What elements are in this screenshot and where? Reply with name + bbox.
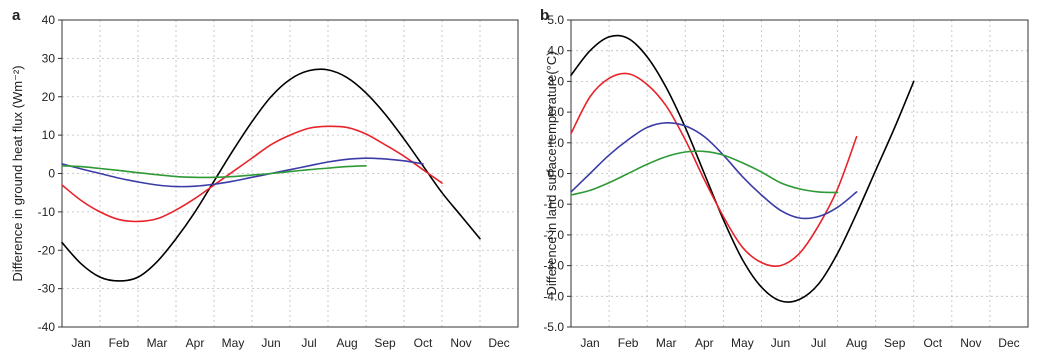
x-tick-label: Jul	[811, 336, 826, 350]
y-tick-label: 3.0	[547, 74, 564, 88]
series-line-1	[61, 68, 481, 282]
y-tick-label: 1.0	[547, 136, 564, 150]
x-tick-label: Dec	[488, 336, 509, 350]
y-tick-label: 5.0	[547, 13, 564, 27]
x-tick-label: Sep	[374, 336, 396, 350]
chart-panel-a: -40 -30 -20 -10 0 10 20 30 40 Jan Feb Mar Apr May Jun J…	[10, 7, 519, 350]
x-tick-label: May	[222, 336, 245, 350]
y-tick-label: -30	[38, 282, 56, 296]
x-tick-label: Nov	[960, 336, 981, 350]
y-tick-label: -40	[38, 320, 56, 334]
y-tick-label: -3.0	[543, 259, 564, 273]
x-tick-label: Jul	[301, 336, 316, 350]
y-tick-label: -4.0	[543, 289, 564, 303]
y-tick-label: 0.0	[547, 167, 564, 181]
panel-letter: a	[12, 7, 21, 24]
x-tick-label: Mar	[656, 336, 677, 350]
panel-letter: b	[540, 7, 549, 24]
series-line-4	[61, 165, 367, 179]
y-tick-label: 30	[42, 51, 56, 65]
y-tick-label: 0	[48, 167, 55, 181]
y-tick-label: -20	[38, 243, 56, 257]
x-tick-label: Oct	[923, 336, 942, 350]
y-tick-label: -1.0	[543, 197, 564, 211]
y-tick-label: 2.0	[547, 105, 564, 119]
series-line-1	[570, 34, 915, 303]
x-tick-label: May	[731, 336, 754, 350]
y-tick-label: 10	[42, 128, 56, 142]
series-line-3	[570, 122, 858, 220]
y-axis-label: Difference in land surface temperature(°…	[544, 51, 559, 295]
series-line-2	[61, 125, 443, 223]
y-tick-label: -2.0	[543, 228, 564, 242]
y-axis-label: Difference in ground heat flux (Wm⁻²)	[10, 65, 25, 281]
x-tick-label: Aug	[336, 336, 357, 350]
x-tick-label: Oct	[414, 336, 433, 350]
x-tick-label: Feb	[618, 336, 639, 350]
y-tick-label: -5.0	[543, 320, 564, 334]
series-line-2	[570, 72, 858, 267]
x-tick-label: Dec	[998, 336, 1019, 350]
x-tick-label: Apr	[186, 336, 205, 350]
x-tick-label: Aug	[846, 336, 867, 350]
x-tick-label: Mar	[147, 336, 168, 350]
series-line-3	[61, 157, 424, 188]
y-tick-label: 40	[42, 13, 56, 27]
y-tick-label: 20	[42, 90, 56, 104]
x-tick-label: Jun	[261, 336, 280, 350]
x-tick-label: Nov	[450, 336, 471, 350]
y-tick-label: -10	[38, 205, 56, 219]
x-tick-label: Jan	[71, 336, 90, 350]
chart-panel-b: -5.0 -4.0 -3.0 -2.0 -1.0 0.0 1.0 2.0 3.0 4.0 5.0 Ja…	[540, 7, 1029, 350]
x-tick-label: Jun	[771, 336, 790, 350]
x-tick-label: Jan	[580, 336, 599, 350]
series-line-4	[570, 150, 839, 196]
y-tick-label: 4.0	[547, 44, 564, 58]
x-tick-label: Sep	[884, 336, 906, 350]
x-tick-label: Apr	[695, 336, 714, 350]
x-tick-label: Feb	[109, 336, 130, 350]
